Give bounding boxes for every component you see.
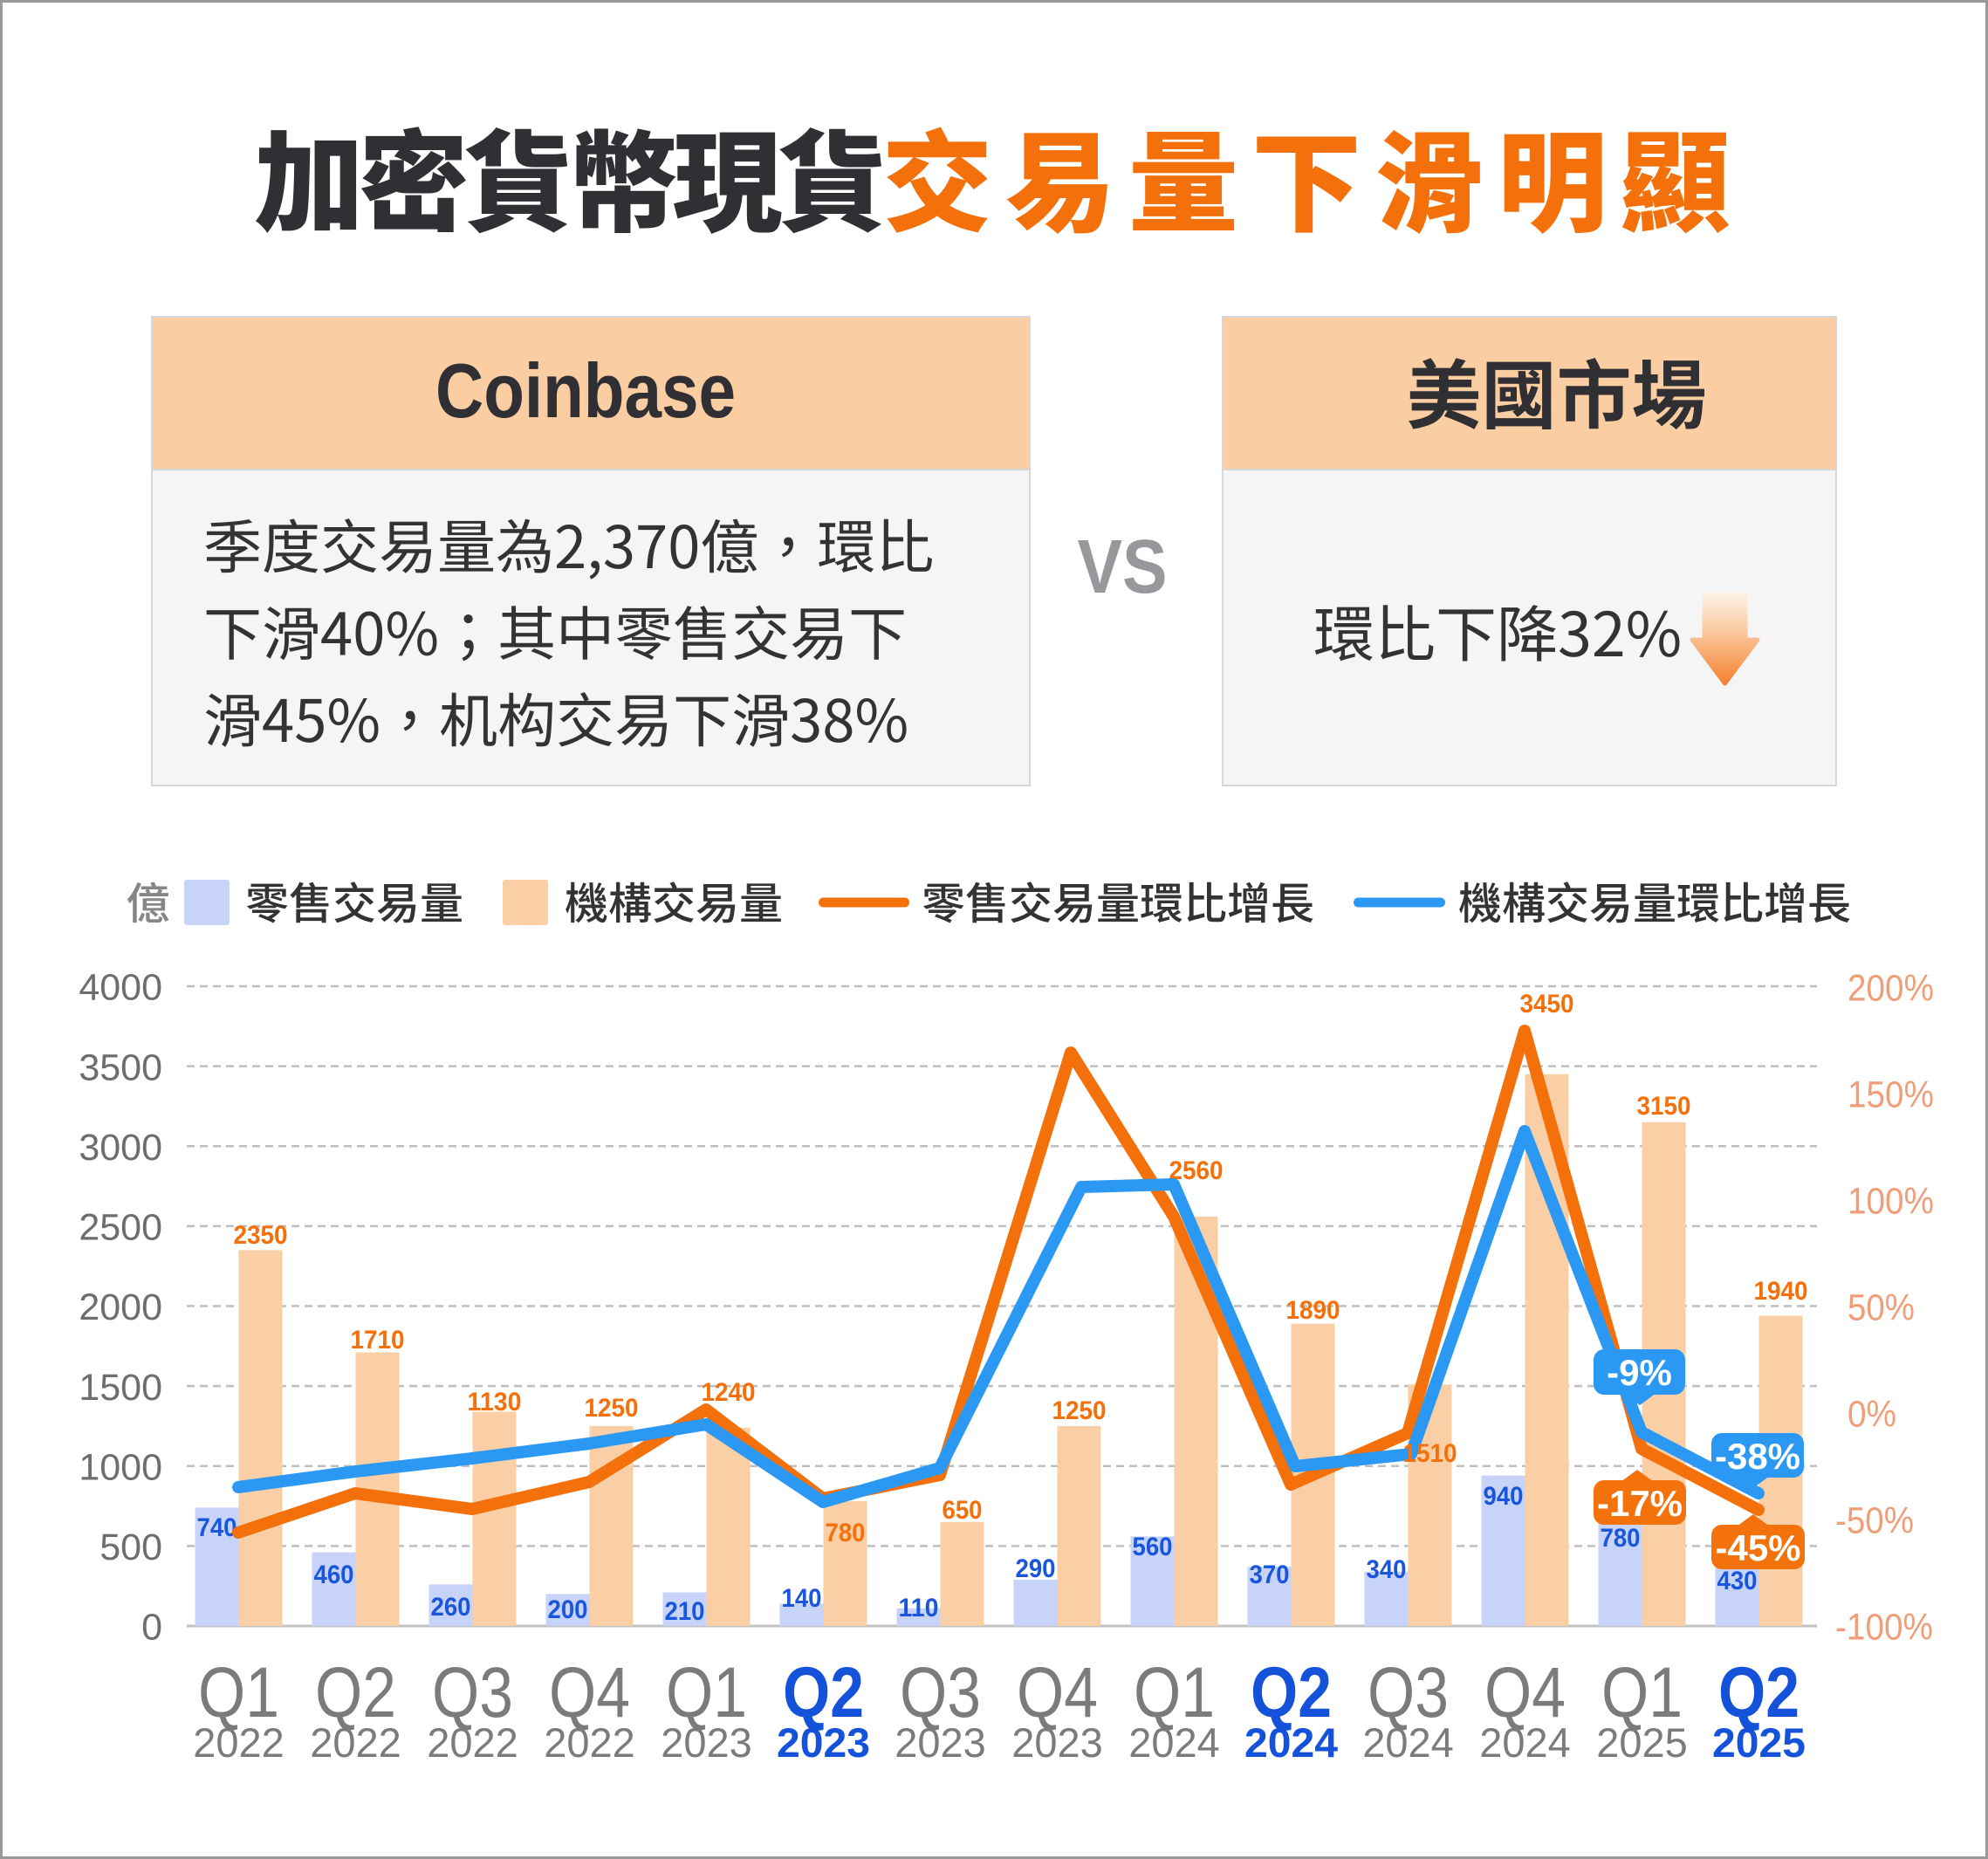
svg-text:4000: 4000 bbox=[79, 967, 162, 1009]
svg-text:780: 780 bbox=[1601, 1524, 1641, 1553]
svg-text:340: 340 bbox=[1367, 1555, 1407, 1584]
svg-text:2022: 2022 bbox=[544, 1719, 635, 1766]
svg-text:430: 430 bbox=[1717, 1567, 1758, 1595]
svg-text:150%: 150% bbox=[1847, 1074, 1934, 1116]
svg-text:0: 0 bbox=[141, 1607, 162, 1649]
svg-text:290: 290 bbox=[1016, 1554, 1056, 1583]
svg-text:2022: 2022 bbox=[193, 1719, 284, 1766]
svg-text:110: 110 bbox=[899, 1594, 939, 1622]
svg-text:740: 740 bbox=[197, 1513, 237, 1542]
svg-text:Q2: Q2 bbox=[783, 1653, 864, 1732]
svg-text:1510: 1510 bbox=[1403, 1439, 1457, 1468]
svg-text:2024: 2024 bbox=[1128, 1719, 1220, 1766]
svg-text:3500: 3500 bbox=[79, 1046, 162, 1088]
svg-text:VS: VS bbox=[1078, 525, 1168, 609]
svg-text:3150: 3150 bbox=[1637, 1092, 1691, 1121]
svg-text:2022: 2022 bbox=[310, 1719, 401, 1766]
svg-text:2500: 2500 bbox=[79, 1207, 162, 1249]
svg-text:-50%: -50% bbox=[1835, 1500, 1914, 1542]
svg-text:-38%: -38% bbox=[1715, 1436, 1800, 1477]
svg-text:Coinbase: Coinbase bbox=[435, 347, 736, 434]
svg-text:Q3: Q3 bbox=[1368, 1653, 1449, 1732]
svg-text:Q3: Q3 bbox=[432, 1653, 513, 1732]
svg-text:650: 650 bbox=[943, 1496, 983, 1525]
svg-text:-45%: -45% bbox=[1715, 1527, 1800, 1568]
svg-text:200: 200 bbox=[548, 1595, 588, 1624]
svg-text:200%: 200% bbox=[1847, 968, 1934, 1010]
svg-text:2024: 2024 bbox=[1244, 1719, 1338, 1766]
svg-text:Q2: Q2 bbox=[1251, 1653, 1332, 1732]
svg-text:-9%: -9% bbox=[1607, 1352, 1672, 1393]
svg-text:260: 260 bbox=[431, 1593, 471, 1622]
svg-text:2023: 2023 bbox=[895, 1719, 986, 1766]
svg-text:2023: 2023 bbox=[661, 1719, 752, 1766]
svg-text:140: 140 bbox=[782, 1584, 822, 1613]
svg-text:2025: 2025 bbox=[1712, 1719, 1806, 1766]
svg-text:500: 500 bbox=[99, 1526, 162, 1568]
svg-text:Q1: Q1 bbox=[666, 1653, 747, 1732]
svg-text:780: 780 bbox=[826, 1519, 866, 1547]
svg-text:100%: 100% bbox=[1847, 1181, 1934, 1223]
svg-text:-100%: -100% bbox=[1835, 1607, 1933, 1649]
svg-text:2350: 2350 bbox=[234, 1221, 288, 1250]
svg-text:2022: 2022 bbox=[427, 1719, 518, 1766]
svg-text:2023: 2023 bbox=[1011, 1719, 1103, 1766]
svg-text:Q2: Q2 bbox=[1718, 1653, 1799, 1732]
svg-text:Q2: Q2 bbox=[315, 1653, 396, 1732]
svg-text:370: 370 bbox=[1250, 1561, 1290, 1589]
svg-text:210: 210 bbox=[665, 1597, 705, 1626]
svg-text:1890: 1890 bbox=[1286, 1296, 1340, 1325]
svg-text:460: 460 bbox=[314, 1561, 354, 1589]
svg-text:2024: 2024 bbox=[1479, 1719, 1571, 1766]
svg-text:1940: 1940 bbox=[1754, 1277, 1808, 1306]
svg-text:940: 940 bbox=[1484, 1482, 1524, 1511]
svg-text:1250: 1250 bbox=[1052, 1396, 1107, 1425]
svg-text:Q3: Q3 bbox=[900, 1653, 981, 1732]
svg-text:Q4: Q4 bbox=[1484, 1653, 1566, 1732]
svg-text:Q4: Q4 bbox=[1017, 1653, 1098, 1732]
svg-text:1250: 1250 bbox=[585, 1394, 639, 1423]
svg-text:Q1: Q1 bbox=[1134, 1653, 1215, 1732]
svg-text:3450: 3450 bbox=[1520, 990, 1574, 1019]
svg-text:1710: 1710 bbox=[351, 1326, 405, 1355]
svg-text:-17%: -17% bbox=[1597, 1483, 1683, 1524]
svg-text:2025: 2025 bbox=[1596, 1719, 1688, 1766]
svg-text:2023: 2023 bbox=[777, 1719, 870, 1766]
svg-text:Q1: Q1 bbox=[1601, 1653, 1683, 1732]
svg-text:1130: 1130 bbox=[468, 1388, 522, 1417]
svg-text:Q1: Q1 bbox=[198, 1653, 279, 1732]
svg-text:2000: 2000 bbox=[79, 1286, 162, 1328]
svg-text:2024: 2024 bbox=[1362, 1719, 1454, 1766]
svg-text:3000: 3000 bbox=[79, 1127, 162, 1169]
svg-text:0%: 0% bbox=[1847, 1394, 1896, 1436]
svg-text:1000: 1000 bbox=[79, 1447, 162, 1489]
svg-text:560: 560 bbox=[1133, 1533, 1173, 1561]
svg-text:50%: 50% bbox=[1847, 1287, 1915, 1329]
svg-text:1500: 1500 bbox=[79, 1367, 162, 1409]
svg-text:Q4: Q4 bbox=[549, 1653, 630, 1732]
svg-text:1240: 1240 bbox=[702, 1378, 756, 1407]
